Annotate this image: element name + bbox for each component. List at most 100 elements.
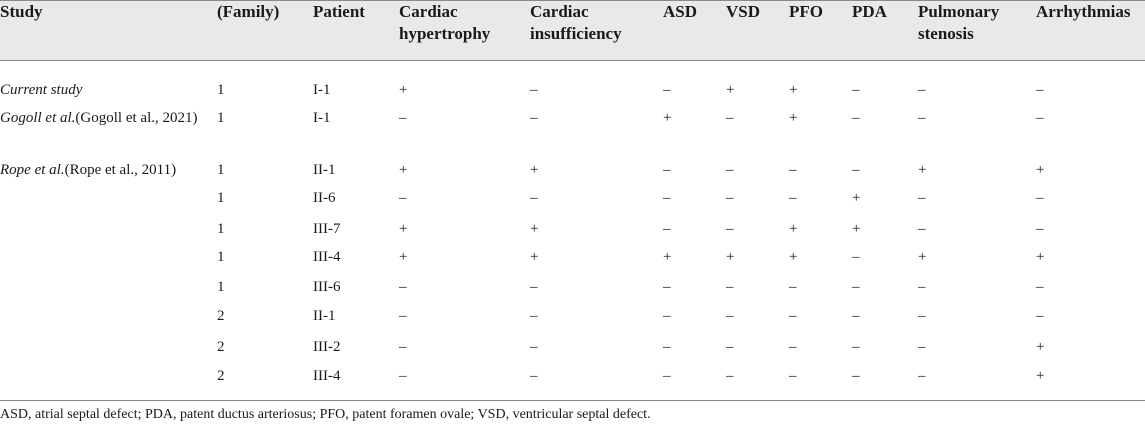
vsd-cell: – [726,221,734,237]
vsd-cell: + [726,249,735,265]
pfo-cell: – [789,339,797,355]
pda-cell: + [852,190,861,206]
study-name: Current study [0,82,83,98]
column-header: Study [0,2,43,21]
family-cell: 1 [217,162,225,178]
family-cell: 1 [217,110,225,126]
vsd-cell: – [726,279,734,295]
cardiac-hypertrophy-cell: – [399,110,407,126]
table-header-background [0,0,1145,60]
vsd-cell: + [726,82,735,98]
study-cell: Rope et al.(Rope et al., 2011) [0,160,200,180]
asd-cell: – [663,279,671,295]
arrhythmias-cell: + [1036,249,1045,265]
asd-cell: + [663,249,672,265]
vsd-cell: – [726,308,734,324]
pfo-cell: + [789,221,798,237]
pda-cell: – [852,368,860,384]
family-cell: 1 [217,82,225,98]
cardiac-hypertrophy-cell: – [399,308,407,324]
family-cell: 2 [217,339,225,355]
arrhythmias-cell: + [1036,162,1045,178]
cardiac-insufficiency-cell: – [530,308,538,324]
pfo-cell: – [789,368,797,384]
arrhythmias-cell: – [1036,221,1044,237]
cardiac-hypertrophy-cell: + [399,249,408,265]
patient-cell: III-7 [313,221,341,237]
pulmonary-stenosis-cell: – [918,339,926,355]
table-header-rule [0,60,1145,61]
patient-cell: III-2 [313,339,341,355]
study-cell: Gogoll et al.(Gogoll et al., 2021) [0,108,200,128]
column-header: PDA [852,2,887,21]
arrhythmias-cell: + [1036,368,1045,384]
asd-cell: – [663,339,671,355]
cardiac-insufficiency-cell: + [530,162,539,178]
family-cell: 1 [217,190,225,206]
column-header: Cardiac insufficiency [530,2,622,43]
pulmonary-stenosis-cell: – [918,368,926,384]
pfo-cell: – [789,279,797,295]
patient-cell: III-4 [313,249,341,265]
pfo-cell: – [789,308,797,324]
pulmonary-stenosis-cell: – [918,308,926,324]
pulmonary-stenosis-cell: + [918,162,927,178]
table-bottom-rule [0,400,1145,401]
vsd-cell: – [726,110,734,126]
column-header: (Family) [217,2,280,21]
pulmonary-stenosis-cell: + [918,249,927,265]
pfo-cell: + [789,110,798,126]
family-cell: 2 [217,368,225,384]
column-header: Patient [313,2,365,21]
cardiac-hypertrophy-cell: – [399,190,407,206]
cardiac-insufficiency-cell: + [530,249,539,265]
study-citation: (Gogoll et al., 2021) [75,110,198,126]
family-cell: 1 [217,279,225,295]
cardiac-insufficiency-cell: – [530,82,538,98]
pda-cell: – [852,279,860,295]
cardiac-hypertrophy-cell: – [399,279,407,295]
pfo-cell: – [789,190,797,206]
pulmonary-stenosis-cell: – [918,221,926,237]
pulmonary-stenosis-cell: – [918,82,926,98]
cardiac-hypertrophy-cell: + [399,162,408,178]
cardiac-hypertrophy-cell: + [399,221,408,237]
arrhythmias-cell: – [1036,110,1044,126]
pda-cell: – [852,308,860,324]
column-header: Cardiac hypertrophy [399,2,491,43]
cardiac-hypertrophy-cell: – [399,368,407,384]
patient-cell: II-1 [313,162,336,178]
arrhythmias-cell: + [1036,339,1045,355]
asd-cell: – [663,162,671,178]
pda-cell: – [852,339,860,355]
cardiac-insufficiency-cell: – [530,339,538,355]
column-header: Pulmonary stenosis [918,2,1000,43]
vsd-cell: – [726,190,734,206]
pfo-cell: + [789,82,798,98]
study-name: Gogoll et al. [0,110,76,126]
cardiac-insufficiency-cell: – [530,190,538,206]
pda-cell: + [852,221,861,237]
pfo-cell: + [789,249,798,265]
asd-cell: – [663,190,671,206]
asd-cell: – [663,308,671,324]
study-citation: (Rope et al., 2011) [64,162,177,178]
patient-cell: I-1 [313,82,331,98]
vsd-cell: – [726,368,734,384]
cardiac-insufficiency-cell: – [530,368,538,384]
cardiac-insufficiency-cell: – [530,110,538,126]
vsd-cell: – [726,162,734,178]
cardiac-insufficiency-cell: – [530,279,538,295]
pda-cell: – [852,249,860,265]
column-header: Arrhythmias [1036,2,1131,21]
pulmonary-stenosis-cell: – [918,190,926,206]
cardiac-hypertrophy-cell: – [399,339,407,355]
column-header: VSD [726,2,761,21]
patient-cell: III-6 [313,279,341,295]
asd-cell: – [663,221,671,237]
pulmonary-stenosis-cell: – [918,279,926,295]
asd-cell: – [663,368,671,384]
pulmonary-stenosis-cell: – [918,110,926,126]
study-name: Rope et al. [0,162,65,178]
patient-cell: III-4 [313,368,341,384]
